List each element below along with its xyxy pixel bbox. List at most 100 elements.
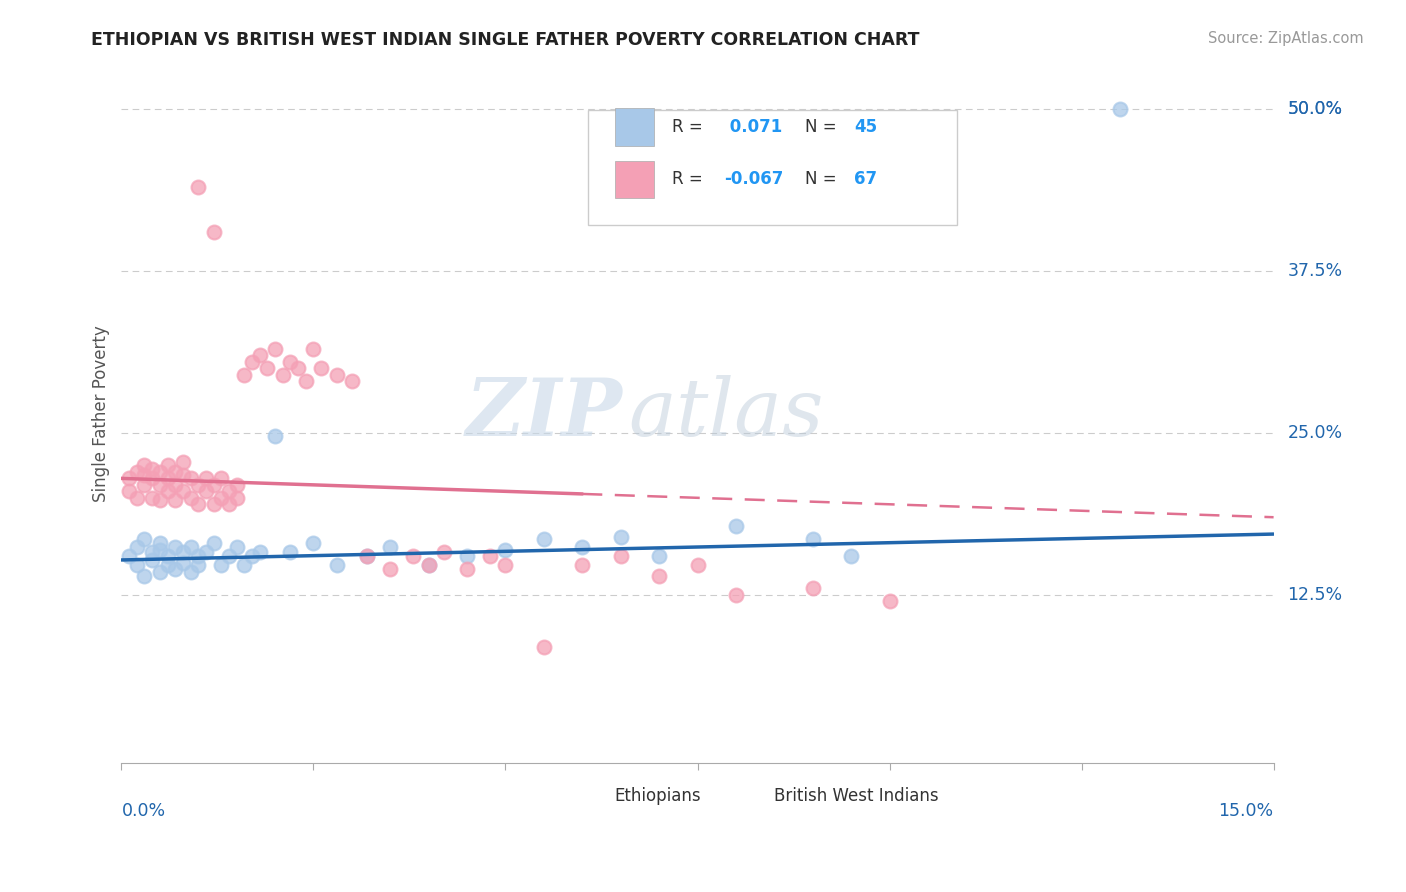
Point — [571, 558, 593, 573]
Point — [302, 342, 325, 356]
Point — [571, 540, 593, 554]
Y-axis label: Single Father Poverty: Single Father Poverty — [93, 326, 110, 502]
Point — [433, 545, 456, 559]
Point — [180, 471, 202, 485]
Point — [479, 549, 502, 563]
FancyBboxPatch shape — [614, 108, 654, 146]
Point — [165, 562, 187, 576]
Text: 37.5%: 37.5% — [1288, 262, 1343, 280]
Point — [209, 558, 232, 573]
FancyBboxPatch shape — [581, 783, 610, 810]
FancyBboxPatch shape — [740, 783, 769, 810]
Point — [648, 568, 671, 582]
Point — [271, 368, 294, 382]
Point — [249, 348, 271, 362]
Text: British West Indians: British West Indians — [773, 788, 938, 805]
Point — [648, 549, 671, 563]
FancyBboxPatch shape — [614, 161, 654, 198]
Point — [149, 478, 172, 492]
Point — [141, 545, 163, 559]
Point — [202, 478, 225, 492]
Point — [165, 540, 187, 554]
Point — [165, 493, 187, 508]
Point — [233, 368, 256, 382]
Point — [280, 355, 302, 369]
Point — [172, 545, 194, 559]
Point — [172, 454, 194, 468]
Point — [724, 588, 747, 602]
Point — [225, 540, 247, 554]
Point — [149, 536, 172, 550]
Text: 25.0%: 25.0% — [1288, 424, 1343, 442]
Point — [218, 484, 240, 499]
Point — [218, 549, 240, 563]
Text: 12.5%: 12.5% — [1288, 586, 1343, 604]
Point — [225, 478, 247, 492]
Point — [495, 558, 517, 573]
Point — [356, 549, 378, 563]
Point — [134, 568, 156, 582]
Point — [456, 549, 478, 563]
Point — [141, 553, 163, 567]
Point — [533, 533, 555, 547]
Point — [340, 374, 363, 388]
Text: ETHIOPIAN VS BRITISH WEST INDIAN SINGLE FATHER POVERTY CORRELATION CHART: ETHIOPIAN VS BRITISH WEST INDIAN SINGLE … — [91, 31, 920, 49]
Point — [402, 549, 425, 563]
Point — [149, 493, 172, 508]
Point — [309, 361, 332, 376]
Text: Ethiopians: Ethiopians — [614, 788, 702, 805]
Text: 0.071: 0.071 — [724, 118, 782, 136]
Point — [180, 491, 202, 505]
Point — [233, 558, 256, 573]
Point — [380, 540, 402, 554]
Text: N =: N = — [804, 170, 842, 188]
Point — [194, 545, 217, 559]
Point — [533, 640, 555, 654]
Point — [134, 478, 156, 492]
Point — [264, 428, 287, 442]
Text: R =: R = — [672, 170, 709, 188]
Point — [801, 582, 824, 596]
Point — [380, 562, 402, 576]
Text: R =: R = — [672, 118, 709, 136]
Point — [302, 536, 325, 550]
Point — [209, 471, 232, 485]
Point — [172, 556, 194, 570]
Point — [218, 497, 240, 511]
Text: 50.0%: 50.0% — [1288, 101, 1343, 119]
Text: 67: 67 — [855, 170, 877, 188]
Text: ZIP: ZIP — [465, 375, 623, 452]
Point — [156, 471, 179, 485]
Point — [141, 471, 163, 485]
Point — [801, 533, 824, 547]
Point — [225, 491, 247, 505]
Point — [356, 549, 378, 563]
Point — [149, 542, 172, 557]
Point — [125, 491, 148, 505]
Point — [156, 558, 179, 573]
Point — [134, 458, 156, 473]
Text: N =: N = — [804, 118, 842, 136]
Text: 45: 45 — [855, 118, 877, 136]
Point — [418, 558, 440, 573]
Point — [609, 549, 631, 563]
Point — [156, 484, 179, 499]
Point — [187, 180, 209, 194]
Point — [240, 549, 263, 563]
Point — [149, 465, 172, 479]
Point — [202, 226, 225, 240]
Point — [202, 497, 225, 511]
Point — [325, 558, 347, 573]
Point — [141, 462, 163, 476]
Text: Source: ZipAtlas.com: Source: ZipAtlas.com — [1208, 31, 1364, 46]
Text: 50.0%: 50.0% — [1288, 101, 1343, 119]
Point — [495, 542, 517, 557]
Point — [294, 374, 316, 388]
Point — [165, 465, 187, 479]
Point — [194, 484, 217, 499]
Point — [456, 562, 478, 576]
Point — [724, 519, 747, 533]
Point — [1109, 103, 1132, 117]
Point — [879, 594, 901, 608]
Point — [287, 361, 309, 376]
